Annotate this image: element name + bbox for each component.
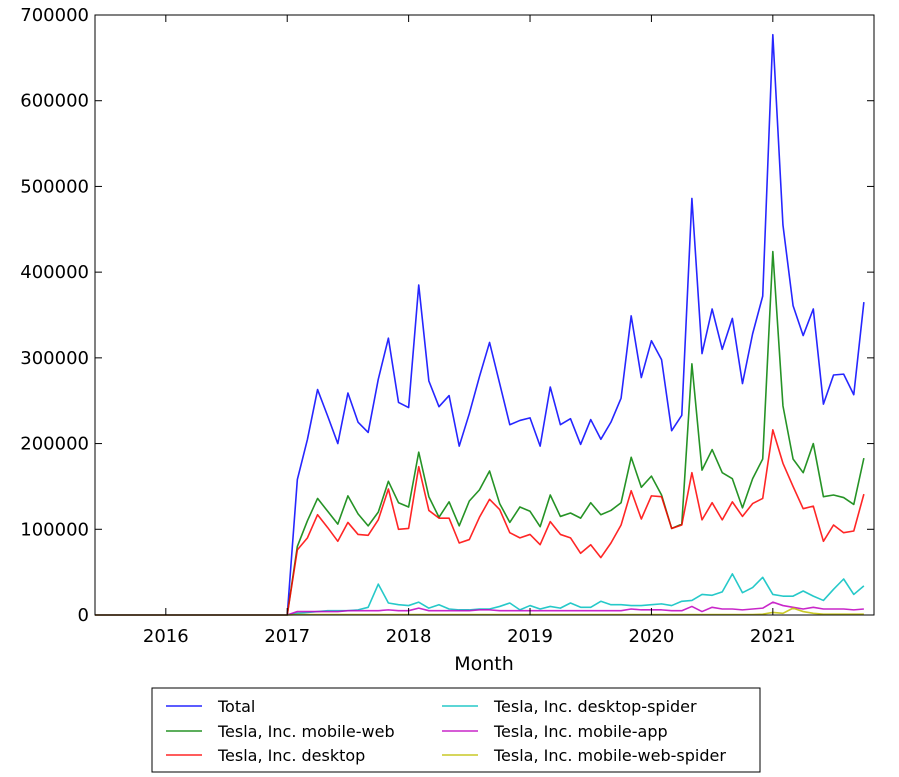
legend-entry-label: Tesla, Inc. desktop xyxy=(217,746,365,765)
plot-frame xyxy=(94,14,875,616)
legend: Total Tesla, Inc. mobile-web Tesla, Inc. d… xyxy=(151,687,761,773)
x-tick-label: 2016 xyxy=(143,626,189,647)
axes-layer: 0 100000 200000 300000 400000 500000 600000 700… xyxy=(20,5,875,647)
y-tick-label: 200000 xyxy=(20,434,89,455)
y-tick-label: 500000 xyxy=(20,176,89,197)
legend-entry-label: Tesla, Inc. mobile-web xyxy=(217,722,395,741)
legend-entry-label: Tesla, Inc. desktop-spider xyxy=(493,697,697,716)
legend-frame xyxy=(151,687,761,773)
legend-entry-label: Tesla, Inc. mobile-app xyxy=(493,722,668,741)
x-tick-label: 2018 xyxy=(386,626,432,647)
x-tick-label: 2020 xyxy=(629,626,675,647)
x-tick-label: 2021 xyxy=(750,626,796,647)
x-tick-label: 2019 xyxy=(507,626,553,647)
y-tick-label: 100000 xyxy=(20,519,89,540)
x-axis-title: Month xyxy=(454,653,514,675)
legend-entry-label: Total xyxy=(217,697,255,716)
legend-entry-label: Tesla, Inc. mobile-web-spider xyxy=(493,746,726,765)
x-tick-label: 2017 xyxy=(264,626,310,647)
y-tick-label: 400000 xyxy=(20,262,89,283)
y-tick-label: 300000 xyxy=(20,348,89,369)
y-tick-label: 700000 xyxy=(20,5,89,26)
y-tick-label: 0 xyxy=(78,605,89,626)
y-tick-label: 600000 xyxy=(20,91,89,112)
